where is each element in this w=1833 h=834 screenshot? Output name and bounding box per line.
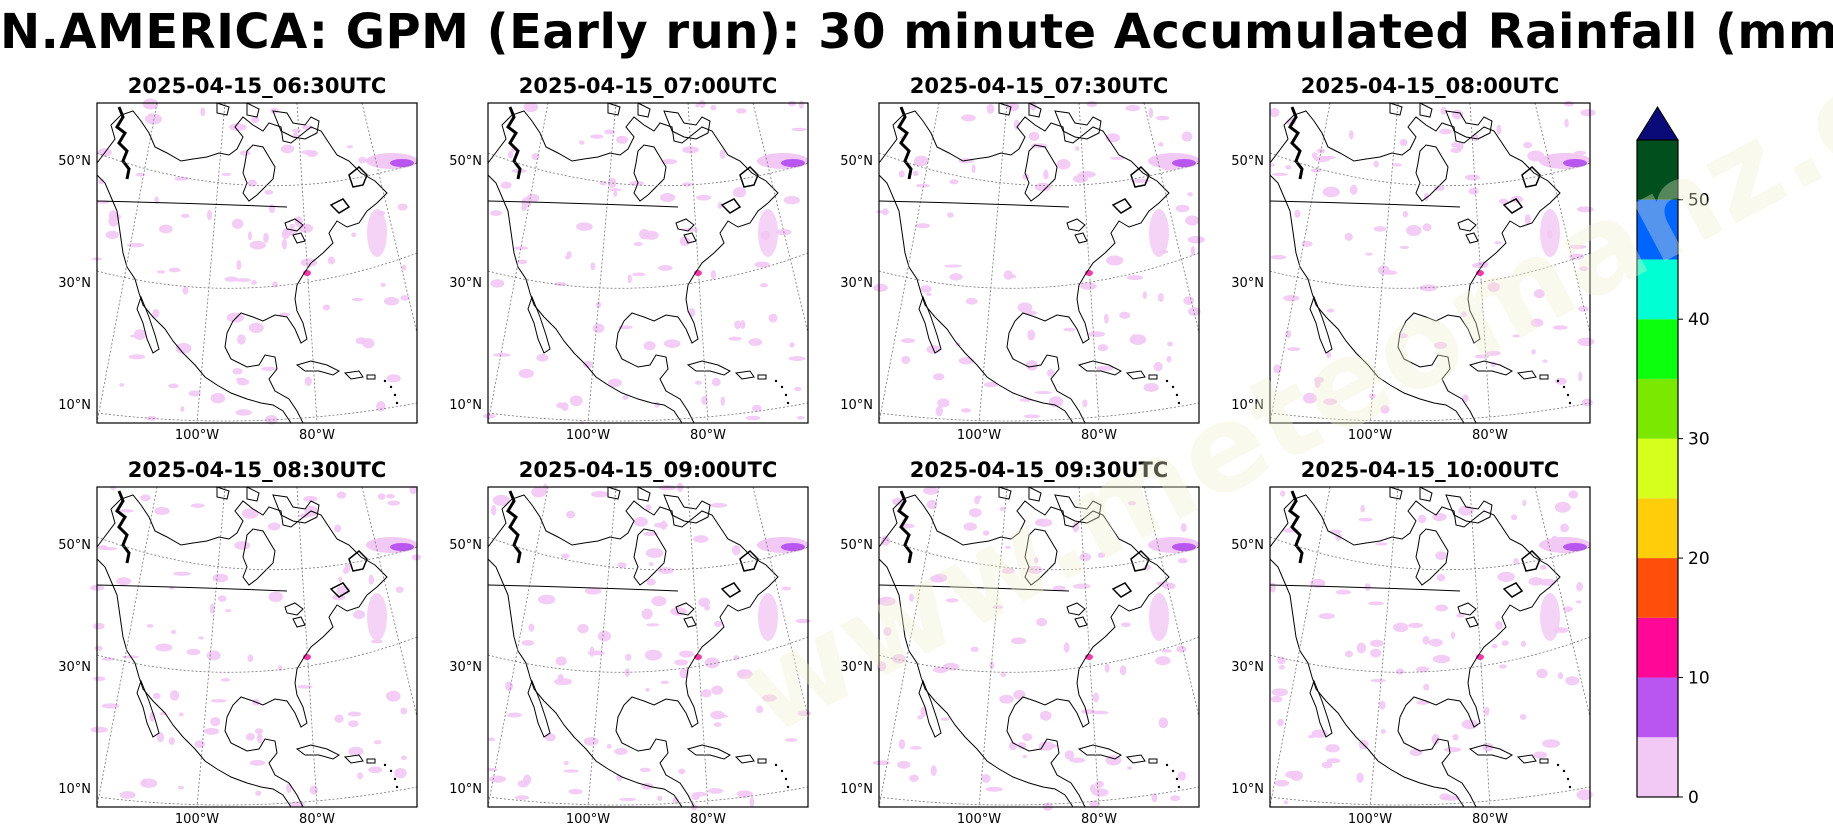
lon-label: 100°W <box>566 428 610 443</box>
lat-label: 10°N <box>1231 398 1264 413</box>
map-panel: 2025-04-15_08:30UTC 50°N 30°N 10°N 100°W 80°W <box>58 458 422 827</box>
lat-label: 30°N <box>1231 276 1264 291</box>
map-frame <box>487 102 809 424</box>
lat-label: 30°N <box>840 276 873 291</box>
colorbar-frame <box>1636 139 1679 798</box>
panel-title: 2025-04-15_07:00UTC <box>519 74 777 98</box>
colorbar-segment <box>1637 498 1678 559</box>
lat-label: 50°N <box>1231 538 1264 553</box>
colorbar-segment <box>1637 319 1678 379</box>
lat-label: 50°N <box>840 538 873 553</box>
lon-label: 80°W <box>1081 812 1117 827</box>
figure-title: N.AMERICA: GPM (Early run): 30 minute Ac… <box>0 4 1833 60</box>
colorbar-tick-label: 50 <box>1688 191 1710 211</box>
lon-label: 80°W <box>299 428 335 443</box>
map-frame <box>96 102 418 424</box>
lon-label: 80°W <box>299 812 335 827</box>
panel-title: 2025-04-15_09:00UTC <box>519 458 777 482</box>
colorbar: 0 10 20 30 40 50 <box>1636 106 1710 808</box>
rainfall-field <box>1269 490 1593 805</box>
lon-label: 80°W <box>1081 428 1117 443</box>
lat-label: 10°N <box>840 782 873 797</box>
panel-title: 2025-04-15_06:30UTC <box>128 74 386 98</box>
lat-label: 10°N <box>449 782 482 797</box>
lon-label: 100°W <box>175 812 219 827</box>
map-frame <box>878 486 1200 808</box>
lat-label: 50°N <box>449 538 482 553</box>
map-background <box>879 103 1199 423</box>
colorbar-segment <box>1637 199 1678 260</box>
panel-title: 2025-04-15_08:00UTC <box>1301 74 1559 98</box>
colorbar-segment <box>1637 558 1678 618</box>
colorbar-tick-label: 10 <box>1688 669 1710 689</box>
lon-label: 80°W <box>1472 428 1508 443</box>
map-background <box>879 487 1199 807</box>
colorbar-tick-label: 0 <box>1688 788 1699 808</box>
map-frame <box>1269 102 1591 424</box>
colorbar-segment <box>1637 677 1678 738</box>
rainfall-field <box>91 98 418 425</box>
map-background <box>97 487 417 807</box>
lat-label: 10°N <box>449 398 482 413</box>
colorbar-segment <box>1637 617 1678 678</box>
map-panel: 2025-04-15_06:30UTC 50°N 30°N 10°N 100°W 80°W <box>58 74 418 443</box>
lat-label: 30°N <box>840 660 873 675</box>
colorbar-segment <box>1637 737 1678 797</box>
rainfall-field <box>90 485 422 808</box>
colorbar-segment <box>1637 378 1678 439</box>
lat-label: 30°N <box>1231 660 1264 675</box>
lon-label: 100°W <box>1348 812 1392 827</box>
colorbar-tick-label: 20 <box>1688 549 1710 569</box>
lat-label: 10°N <box>58 782 91 797</box>
lon-label: 80°W <box>690 428 726 443</box>
lon-label: 80°W <box>1472 812 1508 827</box>
lat-label: 50°N <box>840 154 873 169</box>
lon-label: 80°W <box>690 812 726 827</box>
map-frame <box>96 486 418 808</box>
panel-title: 2025-04-15_07:30UTC <box>910 74 1168 98</box>
rainfall-field <box>872 486 1201 812</box>
map-panel: 2025-04-15_10:00UTC 50°N 30°N 10°N 100°W 80°W <box>1231 458 1593 827</box>
lon-label: 100°W <box>566 812 610 827</box>
map-background <box>97 103 417 423</box>
map-panel: 2025-04-15_07:30UTC 50°N 30°N 10°N 100°W 80°W <box>840 74 1205 443</box>
map-background <box>488 103 808 423</box>
lat-label: 30°N <box>449 276 482 291</box>
lon-label: 100°W <box>957 428 1001 443</box>
map-panel: 2025-04-15_07:00UTC 50°N 30°N 10°N 100°W 80°W <box>449 74 809 443</box>
colorbar-segment <box>1637 259 1678 320</box>
colorbar-tick-label: 30 <box>1688 430 1710 450</box>
rainfall-field <box>873 100 1205 419</box>
lon-label: 100°W <box>1348 428 1392 443</box>
lat-label: 10°N <box>1231 782 1264 797</box>
map-panel: 2025-04-15_09:30UTC 50°N 30°N 10°N 100°W 80°W <box>840 458 1201 827</box>
lat-label: 10°N <box>58 398 91 413</box>
rainfall-field <box>486 482 812 811</box>
colorbar-segment <box>1637 140 1678 200</box>
lat-label: 50°N <box>449 154 482 169</box>
lat-label: 50°N <box>58 154 91 169</box>
lat-label: 30°N <box>58 660 91 675</box>
colorbar-segment <box>1637 438 1678 499</box>
panel-title: 2025-04-15_08:30UTC <box>128 458 386 482</box>
lon-label: 100°W <box>957 812 1001 827</box>
map-panel: 2025-04-15_09:00UTC 50°N 30°N 10°N 100°W 80°W <box>449 458 812 827</box>
lon-label: 100°W <box>175 428 219 443</box>
map-frame <box>487 486 809 808</box>
map-frame <box>878 102 1200 424</box>
map-frame <box>1269 486 1591 808</box>
lat-label: 10°N <box>840 398 873 413</box>
map-background <box>488 487 808 807</box>
lat-label: 30°N <box>449 660 482 675</box>
lat-label: 30°N <box>58 276 91 291</box>
panel-title: 2025-04-15_09:30UTC <box>910 458 1168 482</box>
colorbar-tick-label: 40 <box>1688 310 1710 330</box>
map-panel: 2025-04-15_08:00UTC 50°N 30°N 10°N 100°W 80°W <box>1231 74 1596 443</box>
panel-title: 2025-04-15_10:00UTC <box>1301 458 1559 482</box>
lat-label: 50°N <box>58 538 91 553</box>
lat-label: 50°N <box>1231 154 1264 169</box>
